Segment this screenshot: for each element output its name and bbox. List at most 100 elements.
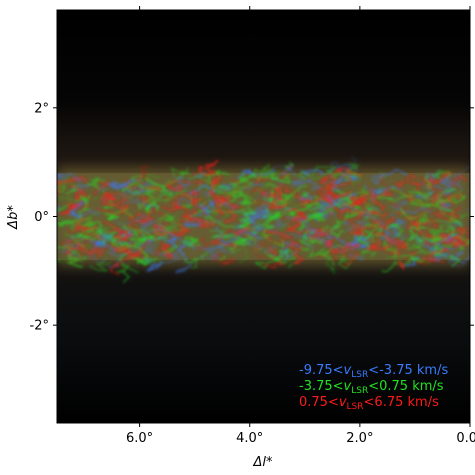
- filament: [193, 203, 207, 215]
- filament: [448, 213, 463, 228]
- filament: [364, 222, 380, 227]
- filament: [363, 184, 390, 194]
- filament: [106, 179, 134, 191]
- filament: [209, 230, 230, 240]
- filament: [229, 179, 240, 185]
- filament: [143, 247, 173, 257]
- filament: [162, 205, 195, 221]
- filament: [429, 247, 449, 258]
- filament: [270, 164, 295, 173]
- filament: [60, 242, 74, 251]
- filament: [216, 197, 228, 213]
- filament: [318, 168, 341, 186]
- filament: [92, 180, 110, 196]
- filament: [421, 235, 440, 245]
- x-axis: 6.0° 4.0° 2.0° 0.0°: [126, 6, 475, 446]
- filament: [79, 194, 92, 204]
- y-tick-label: 0°: [34, 210, 49, 225]
- filament: [377, 218, 397, 242]
- filament: [279, 168, 305, 182]
- filament: [389, 201, 407, 216]
- filament: [308, 248, 330, 258]
- filament: [336, 167, 363, 177]
- filament: [319, 182, 337, 190]
- filament: [430, 169, 452, 180]
- filament: [220, 237, 246, 244]
- filament: [102, 198, 116, 210]
- filament: [280, 247, 297, 262]
- filament: [171, 237, 183, 245]
- filament: [421, 217, 432, 225]
- filament: [211, 191, 226, 206]
- filament: [315, 194, 334, 204]
- filament: [415, 235, 431, 244]
- filament: [438, 225, 454, 234]
- filament: [343, 241, 361, 250]
- filament: [417, 221, 430, 234]
- filament: [411, 243, 424, 250]
- filament: [205, 248, 217, 254]
- filament: [69, 185, 84, 196]
- filament: [81, 232, 101, 240]
- filament: [66, 201, 83, 211]
- filament: [134, 199, 149, 210]
- filament: [244, 178, 250, 189]
- x-axis-label: Δl*: [252, 455, 273, 470]
- filament: [147, 173, 161, 181]
- filament: [63, 239, 74, 246]
- filament: [160, 243, 174, 259]
- filament: [321, 253, 337, 275]
- filament: [242, 185, 253, 197]
- filament: [126, 243, 148, 257]
- filament: [140, 207, 158, 224]
- filament: [87, 247, 105, 258]
- filament: [267, 200, 288, 209]
- filament: [278, 174, 287, 180]
- filament: [365, 235, 381, 246]
- filament: [184, 258, 200, 264]
- filament: [430, 195, 451, 210]
- filament: [348, 223, 366, 236]
- filament: [137, 238, 150, 252]
- filament: [137, 196, 156, 211]
- filament: [57, 258, 71, 263]
- filament: [249, 209, 269, 219]
- legend-entry: -9.75<vLSR<-3.75 km/s: [299, 363, 448, 380]
- emission-layer: [57, 156, 470, 283]
- filament: [154, 244, 173, 258]
- filament: [226, 189, 241, 202]
- filament: [161, 245, 179, 254]
- filament: [182, 235, 201, 247]
- filament: [438, 170, 454, 182]
- filament: [376, 193, 394, 201]
- filament: [390, 200, 408, 211]
- filament: [231, 179, 254, 194]
- filament: [232, 199, 239, 213]
- filament: [210, 228, 226, 238]
- filament: [438, 234, 452, 245]
- filament: [59, 203, 81, 215]
- filament: [251, 188, 279, 198]
- filament: [363, 209, 378, 221]
- filament: [58, 222, 73, 231]
- filament: [366, 210, 388, 218]
- filament: [116, 264, 131, 283]
- filament: [413, 221, 422, 231]
- filament: [371, 220, 396, 229]
- filament: [346, 210, 363, 219]
- filament: [180, 188, 198, 197]
- filament: [354, 225, 372, 238]
- filament: [174, 220, 192, 233]
- filament: [460, 166, 470, 173]
- filament: [317, 250, 342, 261]
- filament: [178, 219, 192, 223]
- filament: [267, 254, 287, 265]
- filament: [287, 254, 298, 269]
- filament: [67, 251, 84, 263]
- filament: [343, 246, 355, 259]
- filament: [410, 258, 431, 264]
- filament: [385, 237, 404, 246]
- filament: [439, 174, 463, 183]
- legend-entry: -3.75<vLSR<0.75 km/s: [299, 379, 444, 396]
- filament: [393, 180, 407, 189]
